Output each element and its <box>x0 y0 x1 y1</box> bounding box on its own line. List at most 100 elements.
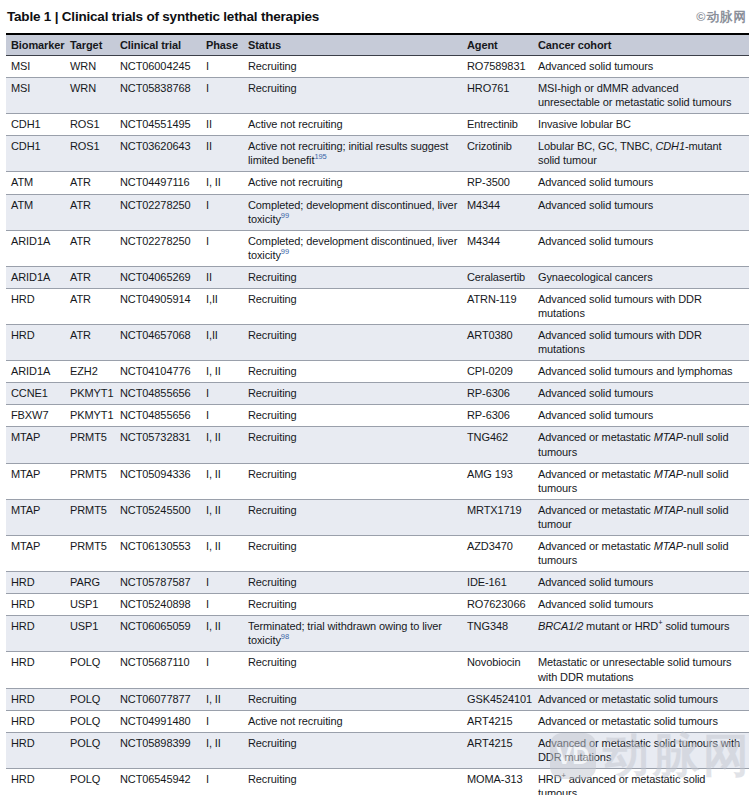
cell-target: ATR <box>70 266 120 288</box>
header-row: Biomarker Target Clinical trial Phase St… <box>6 34 749 56</box>
table-row: HRD POLQ NCT05898399 I, II Recruiting AR… <box>6 732 749 768</box>
cell-cancer-cohort: Advanced or metastatic solid tumours <box>538 710 749 732</box>
cell-status: Recruiting <box>248 499 467 535</box>
table-row: HRD ATR NCT04905914 I,II Recruiting ATRN… <box>6 288 749 324</box>
table-header: Biomarker Target Clinical trial Phase St… <box>6 34 749 56</box>
cell-clinical-trial: NCT05732831 <box>120 427 206 463</box>
col-header-cancer-cohort: Cancer cohort <box>538 34 749 56</box>
cell-status: Recruiting <box>248 266 467 288</box>
cell-biomarker: MSI <box>6 78 70 114</box>
table-row: HRD POLQ NCT04991480 I Active not recrui… <box>6 710 749 732</box>
cell-clinical-trial: NCT06065059 <box>120 616 206 652</box>
cell-agent: TNG348 <box>467 616 538 652</box>
cell-target: ROS1 <box>70 136 120 172</box>
table-row: CDH1 ROS1 NCT03620643 II Active not recr… <box>6 136 749 172</box>
cell-status: Recruiting <box>248 688 467 710</box>
paper-table-page: Table 1 | Clinical trials of synthetic l… <box>0 0 755 795</box>
cell-cancer-cohort: Invasive lobular BC <box>538 114 749 136</box>
cell-status: Recruiting <box>248 405 467 427</box>
table-row: ARID1A ATR NCT02278250 I Completed; deve… <box>6 230 749 266</box>
cell-agent: RO7623066 <box>467 594 538 616</box>
cell-clinical-trial: NCT05240898 <box>120 594 206 616</box>
cell-phase: I <box>206 768 248 795</box>
cell-clinical-trial: NCT05245500 <box>120 499 206 535</box>
cell-cancer-cohort: Advanced solid tumours <box>538 56 749 78</box>
cell-phase: I <box>206 383 248 405</box>
cell-target: POLQ <box>70 732 120 768</box>
cell-phase: I, II <box>206 732 248 768</box>
cell-biomarker: MTAP <box>6 499 70 535</box>
cell-status: Completed; development discontinued, liv… <box>248 230 467 266</box>
cell-biomarker: CCNE1 <box>6 383 70 405</box>
cell-agent: CPI-0209 <box>467 361 538 383</box>
cell-phase: I <box>206 78 248 114</box>
cell-status: Active not recruiting <box>248 172 467 194</box>
cell-biomarker: HRD <box>6 732 70 768</box>
cell-target: PKMYT1 <box>70 383 120 405</box>
cell-agent: Ceralasertib <box>467 266 538 288</box>
cell-biomarker: HRD <box>6 572 70 594</box>
cell-phase: I <box>206 710 248 732</box>
cell-cancer-cohort: Advanced solid tumours <box>538 230 749 266</box>
cell-phase: I, II <box>206 499 248 535</box>
cell-cancer-cohort: Advanced solid tumours and lymphomas <box>538 361 749 383</box>
cell-clinical-trial: NCT02278250 <box>120 194 206 230</box>
cell-cancer-cohort: Gynaecological cancers <box>538 266 749 288</box>
cell-target: POLQ <box>70 710 120 732</box>
cell-target: POLQ <box>70 768 120 795</box>
cell-cancer-cohort: Advanced or metastatic MTAP-null solid t… <box>538 499 749 535</box>
cell-target: PARG <box>70 572 120 594</box>
cell-phase: II <box>206 266 248 288</box>
table-row: CDH1 ROS1 NCT04551495 II Active not recr… <box>6 114 749 136</box>
cell-clinical-trial: NCT06130553 <box>120 535 206 571</box>
clinical-trials-table: Biomarker Target Clinical trial Phase St… <box>6 33 749 795</box>
cell-agent: IDE-161 <box>467 572 538 594</box>
cell-clinical-trial: NCT04855656 <box>120 383 206 405</box>
cell-biomarker: HRD <box>6 652 70 688</box>
cell-agent: AMG 193 <box>467 463 538 499</box>
cell-agent: ART4215 <box>467 732 538 768</box>
cell-cancer-cohort: Advanced or metastatic solid tumours wit… <box>538 732 749 768</box>
col-header-clinical-trial: Clinical trial <box>120 34 206 56</box>
cell-agent: MOMA-313 <box>467 768 538 795</box>
table-row: ARID1A EZH2 NCT04104776 I, II Recruiting… <box>6 361 749 383</box>
cell-phase: I, II <box>206 688 248 710</box>
cell-agent: ART4215 <box>467 710 538 732</box>
cell-phase: I,II <box>206 288 248 324</box>
cell-agent: Entrectinib <box>467 114 538 136</box>
title-bar: Table 1 | Clinical trials of synthetic l… <box>0 0 755 33</box>
cell-phase: I, II <box>206 463 248 499</box>
cell-clinical-trial: NCT04551495 <box>120 114 206 136</box>
table-body: MSI WRN NCT06004245 I Recruiting RO75898… <box>6 56 749 795</box>
cell-agent: M4344 <box>467 230 538 266</box>
cell-target: ATR <box>70 230 120 266</box>
cell-target: PRMT5 <box>70 499 120 535</box>
cell-biomarker: HRD <box>6 288 70 324</box>
cell-status: Completed; development discontinued, liv… <box>248 194 467 230</box>
cell-clinical-trial: NCT05094336 <box>120 463 206 499</box>
cell-cancer-cohort: BRCA1/2 mutant or HRD+ solid tumours <box>538 616 749 652</box>
cell-cancer-cohort: Advanced or metastatic MTAP-null solid t… <box>538 535 749 571</box>
cell-phase: I <box>206 572 248 594</box>
cell-status: Recruiting <box>248 288 467 324</box>
table-row: FBXW7 PKMYT1 NCT04855656 I Recruiting RP… <box>6 405 749 427</box>
cell-cancer-cohort: MSI-high or dMMR advanced unresectable o… <box>538 78 749 114</box>
cell-agent: RO7589831 <box>467 56 538 78</box>
cell-cancer-cohort: Advanced solid tumours <box>538 172 749 194</box>
cell-cancer-cohort: Advanced solid tumours with DDR mutation… <box>538 288 749 324</box>
cell-biomarker: ARID1A <box>6 266 70 288</box>
cell-clinical-trial: NCT04497116 <box>120 172 206 194</box>
cell-status: Recruiting <box>248 383 467 405</box>
cell-biomarker: HRD <box>6 325 70 361</box>
cell-target: POLQ <box>70 688 120 710</box>
cell-clinical-trial: NCT04065269 <box>120 266 206 288</box>
cell-target: POLQ <box>70 652 120 688</box>
cell-phase: I, II <box>206 172 248 194</box>
cell-biomarker: HRD <box>6 594 70 616</box>
cell-clinical-trial: NCT05687110 <box>120 652 206 688</box>
cell-phase: I <box>206 405 248 427</box>
cell-agent: GSK4524101 <box>467 688 538 710</box>
cell-agent: MRTX1719 <box>467 499 538 535</box>
table-row: ATM ATR NCT04497116 I, II Active not rec… <box>6 172 749 194</box>
table-row: MTAP PRMT5 NCT05094336 I, II Recruiting … <box>6 463 749 499</box>
